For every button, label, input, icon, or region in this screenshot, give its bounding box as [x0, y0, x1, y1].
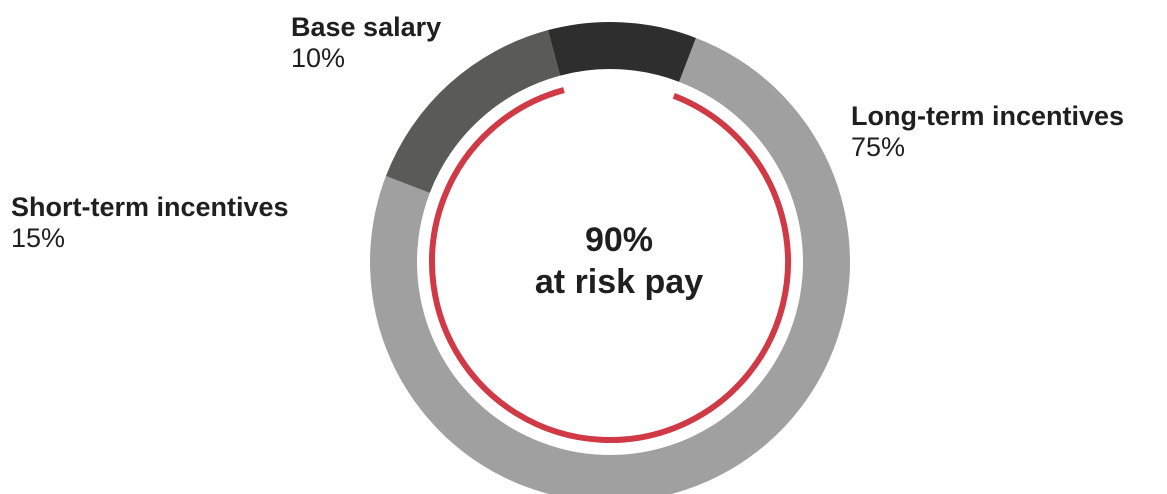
slice-value: 15%	[11, 223, 66, 254]
pie-slice-short-term-incentives	[385, 30, 561, 193]
pie-slice-base-salary	[547, 22, 697, 82]
label-short-term-incentives: Short-term incentives 15%	[11, 192, 289, 254]
at-risk-arc	[429, 87, 791, 443]
label-long-term-incentives: Long-term incentives 75%	[851, 101, 1124, 163]
slice-label: Base salary	[291, 12, 442, 42]
slice-value: 75%	[851, 132, 906, 163]
slice-label: Short-term incentives	[11, 192, 289, 222]
center-caption: at risk pay	[534, 263, 704, 301]
slice-value: 10%	[291, 43, 346, 74]
center-value: 90%	[584, 221, 654, 259]
slice-label: Long-term incentives	[851, 101, 1125, 131]
label-base-salary: Base salary 10%	[291, 12, 441, 74]
